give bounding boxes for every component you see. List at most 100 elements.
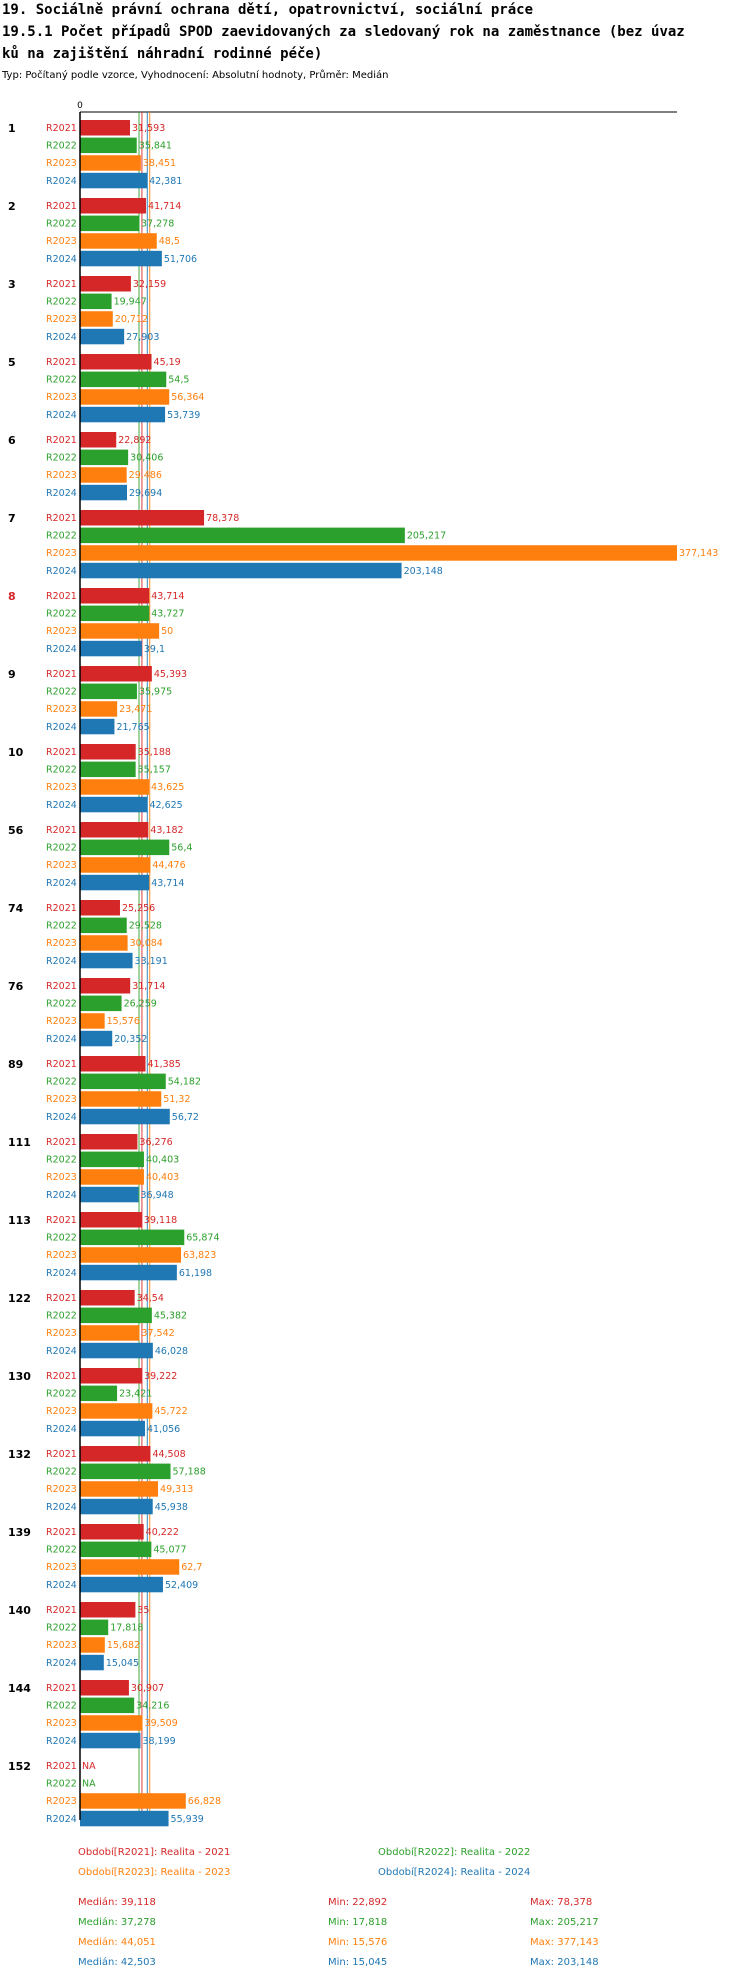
category-label: 74	[8, 902, 24, 915]
series-row-label: R2024	[46, 800, 77, 811]
bar	[80, 917, 127, 934]
series-row-label: R2024	[46, 1814, 77, 1825]
series-row-label: R2022	[46, 297, 77, 308]
series-row-label: R2021	[46, 747, 77, 758]
bar-value-label: 26,259	[124, 999, 157, 1010]
series-row-label: R2024	[46, 1268, 77, 1279]
category-label: 3	[8, 278, 16, 291]
bar-value-label: 43,625	[151, 782, 184, 793]
bar	[80, 683, 137, 700]
series-row-label: R2022	[46, 999, 77, 1010]
bar	[80, 1030, 113, 1047]
bar-value-label: 20,352	[114, 1034, 147, 1045]
series-row-label: R2021	[46, 1059, 77, 1070]
bar-value-label: 39,222	[144, 1371, 177, 1382]
bar-value-label: 15,682	[107, 1640, 140, 1651]
bar-value-label: 205,217	[407, 531, 446, 542]
bar-value-label: 65,874	[186, 1233, 219, 1244]
series-row-label: R2022	[46, 1701, 77, 1712]
category-label: 113	[8, 1214, 31, 1227]
bar-value-label: 37,542	[141, 1328, 174, 1339]
category-label: 144	[8, 1682, 31, 1695]
bar	[80, 545, 677, 561]
series-row-label: R2021	[46, 1683, 77, 1694]
series-row-label: R2024	[46, 722, 77, 733]
bar-value-label: 35,975	[139, 687, 172, 698]
chart-title-line-3: ků na zajištění náhradní rodinné péče)	[2, 46, 323, 62]
bar	[80, 900, 120, 916]
bar-value-label: 30,907	[131, 1683, 164, 1694]
category-label: 122	[8, 1292, 31, 1305]
bar-value-label: 27,903	[126, 332, 159, 343]
series-row-label: R2022	[46, 1389, 77, 1400]
bar-value-label: 54,182	[168, 1077, 201, 1088]
series-row-label: R2022	[46, 1467, 77, 1478]
bar-value-label: 23,421	[119, 1389, 152, 1400]
bar-value-label: 32,159	[133, 279, 166, 290]
bar	[80, 1186, 139, 1203]
bar-value-label: 43,714	[151, 591, 184, 602]
bar-value-label: 42,381	[149, 176, 182, 187]
series-row-label: R2022	[46, 1545, 77, 1556]
bar	[80, 311, 113, 327]
bar-value-label: 43,714	[151, 878, 184, 889]
series-row-label: R2021	[46, 201, 77, 212]
series-row-label: R2022	[46, 1155, 77, 1166]
bar-value-label: 53,739	[167, 410, 200, 421]
bar	[80, 510, 205, 526]
bar	[80, 978, 131, 994]
stat-median: Medián: 39,118	[78, 1896, 156, 1908]
bar	[80, 1013, 105, 1029]
bar-value-label: 50	[161, 626, 173, 637]
bar	[80, 1602, 136, 1618]
category-label: 6	[8, 434, 16, 447]
bar	[80, 1541, 152, 1558]
category-label: 111	[8, 1136, 31, 1149]
series-row-label: R2024	[46, 1190, 77, 1201]
bar-value-label: 42,625	[149, 800, 182, 811]
bar-value-label: 19,947	[114, 297, 147, 308]
stat-max: Max: 205,217	[530, 1917, 599, 1928]
series-row-label: R2024	[46, 488, 77, 499]
bar	[80, 1576, 163, 1593]
bar	[80, 527, 405, 544]
bar-value-label: 38,451	[143, 158, 176, 169]
bar-value-label: 44,508	[152, 1449, 185, 1460]
series-row-label: R2024	[46, 1658, 77, 1669]
bar-value-label: 46,028	[155, 1346, 188, 1357]
bar-value-label: 45,722	[154, 1406, 187, 1417]
bar	[80, 1307, 152, 1324]
bar-value-label: 29,694	[129, 488, 162, 499]
bar-value-label: 51,32	[163, 1094, 190, 1105]
series-row-label: R2021	[46, 123, 77, 134]
series-row-label: R2022	[46, 1623, 77, 1634]
bar-value-label: 15,576	[107, 1016, 140, 1027]
bar-value-label: 45,393	[154, 669, 187, 680]
series-row-label: R2024	[46, 878, 77, 889]
series-row-label: R2024	[46, 1346, 77, 1357]
stat-max: Max: 78,378	[530, 1897, 592, 1908]
bar-value-label: 44,476	[152, 860, 185, 871]
series-row-label: R2023	[46, 1250, 77, 1261]
bar	[80, 1229, 185, 1246]
bar	[80, 640, 142, 657]
bar	[80, 449, 129, 466]
bar-value-label: 35,157	[138, 765, 171, 776]
bar	[80, 215, 140, 232]
x-axis-zero-label: 0	[77, 101, 83, 111]
bar-value-label: 203,148	[404, 566, 443, 577]
category-label: 56	[8, 824, 24, 837]
bar	[80, 562, 402, 579]
bar	[80, 1446, 151, 1462]
bar	[80, 935, 128, 951]
bar-value-label: 55,939	[171, 1814, 204, 1825]
series-row-label: R2021	[46, 1371, 77, 1382]
bar	[80, 822, 149, 838]
series-row-label: R2021	[46, 669, 77, 680]
series-row-label: R2024	[46, 1736, 77, 1747]
bar	[80, 276, 131, 292]
bar	[80, 761, 136, 778]
series-row-label: R2023	[46, 1094, 77, 1105]
legend-item: Období[R2024]: Realita - 2024	[378, 1866, 530, 1878]
series-row-label: R2021	[46, 279, 77, 290]
